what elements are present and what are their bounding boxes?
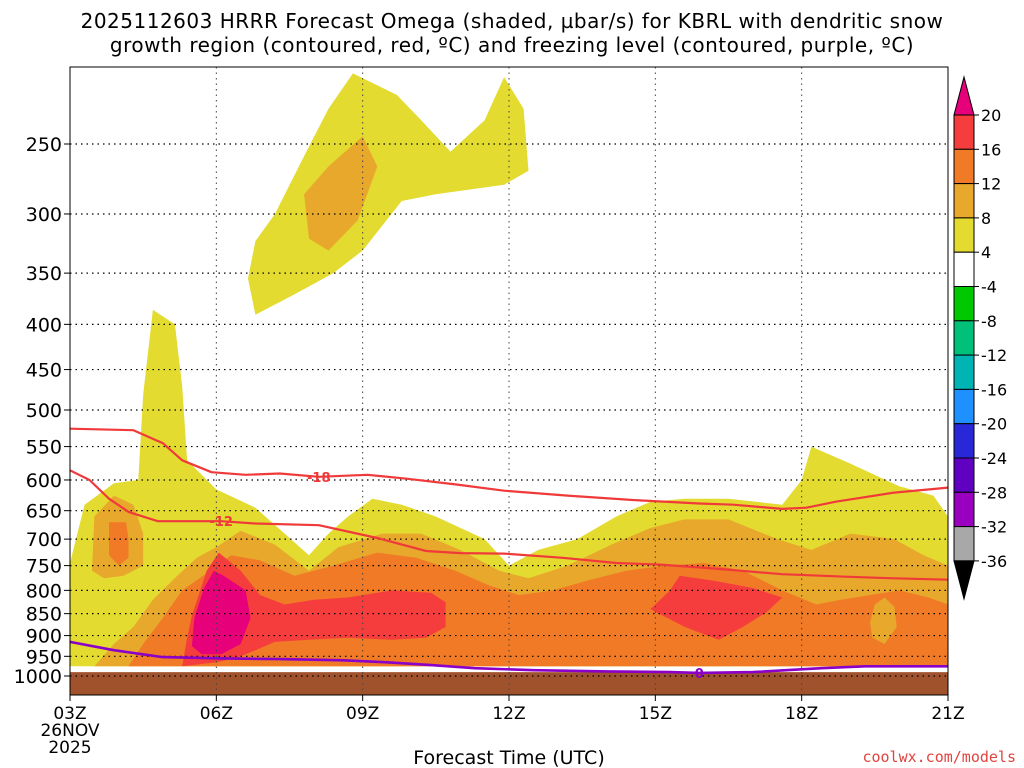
colorbar-swatch-10 (953, 423, 975, 459)
x-tick-label-18Z: 18Z (785, 704, 818, 724)
y-tick-label-850: 850 (26, 604, 62, 626)
x-tick-label-12Z: 12Z (492, 704, 525, 724)
y-tick-label-400: 400 (26, 314, 62, 336)
x-tick-label-09Z: 09Z (346, 704, 379, 724)
colorbar-swatch-11 (953, 457, 975, 493)
colorbar-swatch-6 (953, 286, 975, 322)
y-tick-label-550: 550 (26, 437, 62, 459)
y-tick-label-950: 950 (26, 646, 62, 668)
colorbar-swatch-9 (953, 388, 975, 425)
colorbar-label--16: -16 (981, 380, 1007, 399)
colorbar-label--32: -32 (981, 518, 1007, 537)
omega-region-20-10 (191, 570, 251, 655)
colorbar-label--28: -28 (981, 483, 1007, 502)
omega-region-12-6 (109, 522, 129, 566)
x-tick-label-15Z: 15Z (639, 704, 672, 724)
y-tick-label-1000: 1000 (14, 666, 62, 688)
colorbar-label-16: 16 (981, 140, 1001, 159)
colorbar-label-12: 12 (981, 175, 1001, 194)
colorbar-swatch-12 (953, 491, 975, 528)
y-axis-ticks: 2503003504004505005506006507007508008509… (14, 134, 70, 688)
dgz-contour--12 (69, 469, 949, 581)
colorbar-swatch-13 (953, 526, 975, 562)
x-tick-label-03Z: 03Z (53, 704, 86, 724)
colorbar: 20 16 12 8 4 -4 -8 -12 -16 -20 -24 -28 -32 -36 (953, 75, 1007, 601)
y-tick-label-350: 350 (26, 263, 62, 285)
x-tick-label-21Z: 21Z (931, 704, 964, 724)
y-tick-label-700: 700 (26, 529, 62, 551)
omega-region-12-7 (870, 597, 897, 644)
omega-region-16-8 (182, 552, 446, 667)
dgz-contour--18 (69, 427, 949, 510)
y-tick-label-300: 300 (26, 204, 62, 226)
credit-text: coolwx.com/models (862, 748, 1016, 766)
x-year-label: 2025 (48, 738, 91, 758)
x-axis-label: Forecast Time (UTC) (413, 747, 604, 768)
x-tick-label-06Z: 06Z (200, 704, 233, 724)
y-tick-label-650: 650 (26, 501, 62, 523)
colorbar-bottom-arrow (953, 560, 975, 601)
freezing-level-label: 0 (695, 667, 704, 682)
colorbar-swatch-4 (953, 217, 975, 253)
y-tick-label-600: 600 (26, 470, 62, 492)
colorbar-label-8: 8 (981, 209, 991, 228)
colorbar-label--12: -12 (981, 346, 1007, 365)
colorbar-label-20: 20 (981, 106, 1001, 125)
colorbar-swatch-1 (953, 114, 975, 150)
colorbar-swatch-7 (953, 320, 975, 356)
omega-shaded-regions (70, 73, 948, 676)
x-date-label: 26NOV (40, 721, 99, 741)
chart-title-line-1: 2025112603 HRRR Forecast Omega (shaded, … (80, 9, 944, 33)
chart-title-line-2: growth region (contoured, red, ºC) and f… (109, 33, 915, 57)
colorbar-label--4: -4 (981, 278, 997, 297)
dgz-contour-label--12: -12 (209, 515, 233, 530)
temperature-contours: -18 -12 0 (69, 427, 949, 682)
colorbar-label--36: -36 (981, 552, 1007, 571)
colorbar-label-4: 4 (981, 243, 991, 262)
dgz-contour-label--18: -18 (307, 471, 331, 486)
y-tick-label-250: 250 (26, 134, 62, 156)
y-tick-label-450: 450 (26, 360, 62, 382)
y-tick-label-800: 800 (26, 580, 62, 602)
omega-region-16-9 (650, 575, 783, 640)
omega-region-8-4 (304, 136, 378, 251)
colorbar-swatch-2 (953, 148, 975, 185)
colorbar-swatch-3 (953, 183, 975, 219)
y-tick-label-500: 500 (26, 400, 62, 422)
colorbar-swatch-8 (953, 354, 975, 390)
freezing-level-contour (69, 640, 948, 675)
colorbar-top-arrow (953, 75, 975, 116)
colorbar-label--8: -8 (981, 312, 997, 331)
colorbar-swatch-5 (953, 251, 975, 287)
colorbar-label--24: -24 (981, 449, 1007, 468)
y-tick-label-900: 900 (26, 626, 62, 648)
omega-region-4-1 (248, 73, 529, 315)
colorbar-label--20: -20 (981, 415, 1007, 434)
y-tick-label-750: 750 (26, 556, 62, 578)
